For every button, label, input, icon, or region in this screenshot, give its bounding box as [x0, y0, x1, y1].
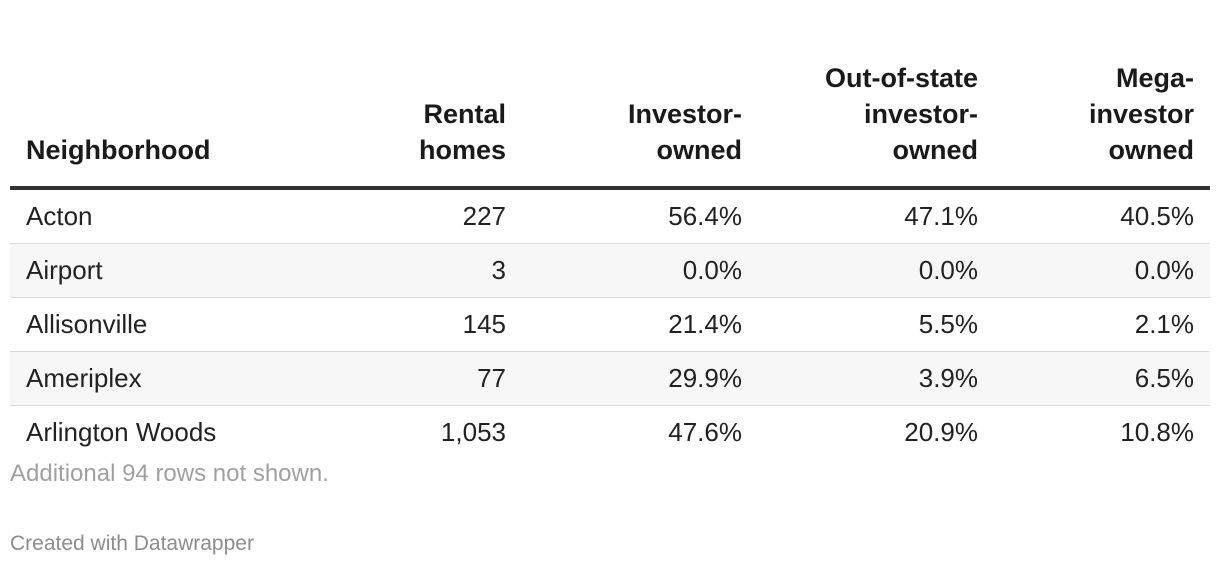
table-cell-rental-homes: 1,053 [440, 417, 506, 447]
column-header-line: owned [892, 135, 979, 165]
table-row: Arlington Woods 1,053 47.6% 20.9% 10.8% [10, 406, 1210, 460]
table-cell-investor-owned: 56.4% [506, 188, 742, 244]
table-row: Acton 227 56.4% 47.1% 40.5% [10, 188, 1210, 244]
column-header-line: investor- [863, 99, 978, 129]
table-cell-neighborhood: Airport [10, 243, 270, 298]
table-cell-investor-owned: 29.9% [506, 351, 742, 406]
table-cell-investor-owned: 47.6% [668, 417, 742, 447]
table-cell-neighborhood: Ameriplex [10, 351, 270, 406]
data-table: Neighborhood Rental homes Investor-owned Out… [10, 0, 1210, 459]
column-header-line: Mega- [1115, 63, 1194, 93]
column-header-line: Investor- [627, 99, 742, 129]
table-cell-rental-homes: 227 [270, 188, 506, 244]
table-cell-rental-homes: 3 [270, 243, 506, 298]
table-header-row: Neighborhood Rental homes Investor-owned Out… [10, 0, 1210, 190]
column-header-line: investor [1088, 99, 1194, 129]
column-header-line: homes [418, 135, 506, 165]
table-cell-neighborhood: Allisonville [10, 297, 270, 352]
column-header-line: owned [1108, 135, 1195, 165]
datawrapper-credit: Created with Datawrapper [10, 532, 254, 555]
table-cell-investor-owned: 21.4% [506, 297, 742, 352]
column-header-neighborhood[interactable]: Neighborhood [10, 0, 270, 190]
table-row: Allisonville 145 21.4% 5.5% 2.1% [10, 297, 1210, 352]
table-cell-out-of-state-investor-owned: 3.9% [742, 351, 978, 406]
column-header-investor-owned[interactable]: Investor-owned [506, 0, 743, 190]
table-cell-rental-homes: 145 [270, 297, 506, 352]
table-cell-rental-homes: 77 [270, 351, 506, 406]
table-row: Airport 3 0.0% 0.0% 0.0% [10, 243, 1210, 298]
table-cell-out-of-state-investor-owned: 20.9% [904, 417, 978, 447]
table-cell-mega-investor-owned: 10.8% [1120, 417, 1194, 447]
table-row: Ameriplex 77 29.9% 3.9% 6.5% [10, 351, 1210, 406]
table-cell-mega-investor-owned: 0.0% [978, 243, 1210, 298]
table-cell-investor-owned: 0.0% [506, 243, 742, 298]
data-table-container: Neighborhood Rental homes Investor-owned Out… [10, 0, 1210, 459]
column-header-line: Out-of-state [825, 63, 978, 93]
table-cell-neighborhood: Arlington Woods [26, 417, 217, 447]
table-cell-out-of-state-investor-owned: 0.0% [742, 243, 978, 298]
column-header-rental-homes[interactable]: Rental homes [270, 0, 506, 190]
table-cell-mega-investor-owned: 2.1% [978, 297, 1210, 352]
table-cell-out-of-state-investor-owned: 47.1% [742, 188, 978, 244]
column-header-line: Neighborhood [26, 135, 211, 165]
table-body: Acton 227 56.4% 47.1% 40.5% Airport 3 0.0% 0.0% 0… [10, 188, 1210, 459]
table-cell-out-of-state-investor-owned: 5.5% [742, 297, 978, 352]
table-cell-neighborhood: Acton [10, 188, 270, 244]
column-header-line: owned [656, 135, 743, 165]
rows-not-shown-note: Additional 94 rows not shown. [10, 460, 329, 487]
column-header-out-of-state-investor-owned[interactable]: Out-of-state investor-owned [742, 0, 979, 190]
table-cell-mega-investor-owned: 6.5% [978, 351, 1210, 406]
table-cell-mega-investor-owned: 40.5% [978, 188, 1210, 244]
column-header-mega-investor-owned[interactable]: Mega-investor owned [978, 0, 1210, 190]
table-header: Neighborhood Rental homes Investor-owned Out… [10, 0, 1210, 190]
column-header-line: Rental [423, 99, 506, 129]
